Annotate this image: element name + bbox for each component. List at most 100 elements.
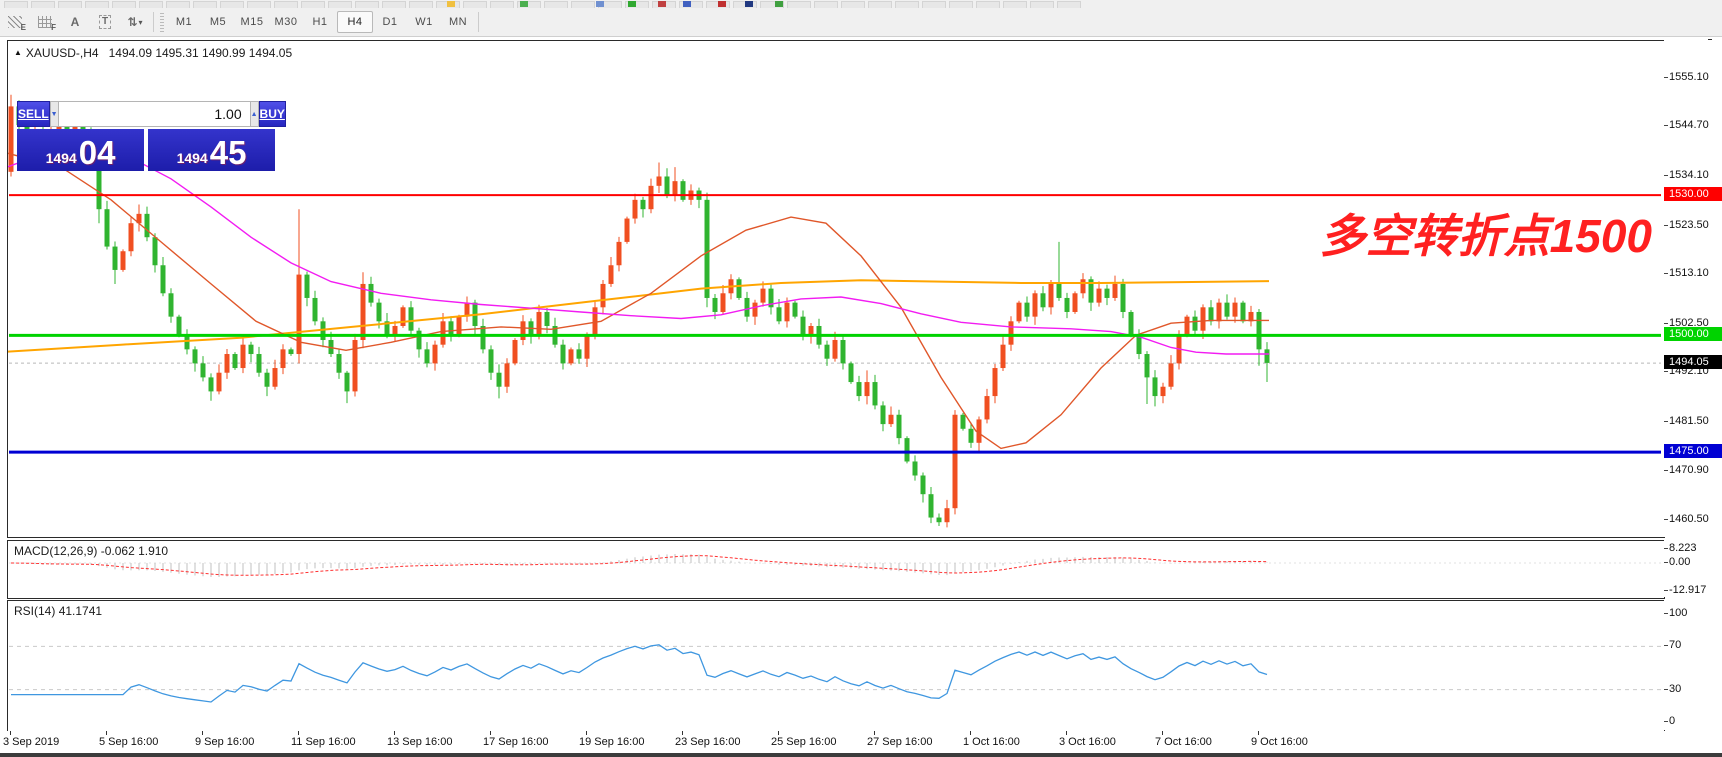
grid-icon (38, 16, 52, 28)
timeframe-button-w1[interactable]: W1 (415, 16, 433, 28)
date-label: 3 Oct 16:00 (1059, 736, 1116, 748)
rsi-layer (9, 644, 1661, 703)
timeframe-button-h4[interactable]: H4 (337, 11, 373, 33)
clipped-toolbar-icon (596, 1, 604, 7)
text-box-button[interactable]: T (92, 11, 118, 33)
rsi-axis-tick: 0 (1663, 715, 1676, 727)
chart-ohlc-values: 1494.09 1495.31 1490.99 1494.05 (108, 46, 293, 60)
price-tick: 1481.50 (1664, 414, 1709, 427)
toolbar: E F A T ⇅ ▾ M1 M5 M15 M30 H1 H4 D1 W1 MN (0, 8, 1722, 37)
date-tick (1258, 731, 1259, 735)
clipped-toolbar-icon (409, 1, 433, 8)
timeframe-button-h1[interactable]: H1 (312, 16, 328, 28)
rsi-label: RSI(14) 41.1741 (14, 604, 102, 618)
date-tick (970, 731, 971, 735)
buy-button[interactable]: BUY (258, 101, 286, 127)
pattern-icon (8, 16, 22, 28)
clipped-toolbar-icon (301, 1, 325, 8)
candles-group (8, 94, 1270, 528)
timeframe-button-m1[interactable]: M1 (175, 16, 193, 28)
volume-increase-button[interactable]: ▲ (249, 101, 259, 127)
macd-pane: MACD(12,26,9) -0.062 1.910 (7, 540, 1665, 599)
pattern-tool-button[interactable]: E (2, 11, 28, 33)
clipped-toolbar-icon (193, 1, 217, 8)
grid-tool-button[interactable]: F (32, 11, 58, 33)
timeframe-button-m15[interactable]: M15 (240, 16, 264, 28)
macd-axis-tick: 8.223 (1664, 542, 1697, 554)
clipped-toolbar-icon (31, 1, 55, 8)
sell-price-display[interactable]: 1494 04 (17, 129, 144, 171)
macd-axis: 8.223 0.00 -12.917 (1663, 540, 1722, 597)
date-tick (1066, 731, 1067, 735)
date-tick (394, 731, 395, 735)
hline-price-badge: 1530.00 (1664, 187, 1722, 202)
clipped-toolbar-icon (868, 1, 892, 8)
price-tick: 1544.70 (1664, 119, 1709, 132)
price-tick: 1470.90 (1664, 464, 1709, 477)
price-tick: 1534.10 (1664, 169, 1709, 182)
timeframe-button-m5[interactable]: M5 (209, 16, 227, 28)
chart-header: ▲ XAUUSD-,H4 1494.09 1495.31 1490.99 1494.… (14, 46, 292, 60)
text-label-button[interactable]: A (62, 11, 88, 33)
macd-name: MACD(12,26,9) (14, 544, 98, 558)
rsi-name: RSI(14) (14, 604, 56, 618)
date-label: 17 Sep 16:00 (483, 736, 549, 748)
sell-button[interactable]: SELL (17, 101, 50, 127)
arrows-icon: ⇅ (127, 15, 138, 29)
price-tick: 1523.50 (1664, 218, 1709, 231)
clipped-toolbar-icon (718, 1, 726, 7)
date-label: 7 Oct 16:00 (1155, 736, 1212, 748)
timeframe-button-mn[interactable]: MN (448, 16, 468, 28)
chart-annotation-text: 多空转折点1500 (1319, 210, 1652, 262)
sell-price-pips: 04 (78, 134, 116, 171)
clipped-toolbar-icon (517, 1, 541, 8)
clipped-toolbar-icon (679, 1, 703, 8)
clipped-toolbar-icon (949, 1, 973, 8)
clipped-toolbar-icon (58, 1, 82, 8)
symbol-triangle-icon: ▲ (14, 48, 22, 57)
timeframe-bar: M1 M5 M15 M30 H1 H4 D1 W1 MN (167, 11, 475, 33)
date-label: 13 Sep 16:00 (387, 736, 453, 748)
clipped-toolbar-icon (628, 1, 636, 7)
volume-decrease-button[interactable]: ▼ (49, 101, 59, 127)
toolbar-separator-2 (478, 12, 479, 32)
main-chart-pane: ▲ XAUUSD-,H4 1494.09 1495.31 1490.99 1494.… (7, 40, 1665, 538)
macd-signal-line (10, 555, 1268, 576)
hline-price-badge: 1500.00 (1664, 327, 1722, 342)
price-axis[interactable]: 1555.10 1544.70 1534.10 1523.50 1513.10 1502.… (1664, 40, 1722, 537)
clipped-toolbar-icon (922, 1, 946, 8)
clipped-toolbar-icon (976, 1, 1000, 8)
rsi-value: 41.1741 (58, 604, 103, 618)
date-tick (586, 731, 587, 735)
rsi-axis-tick: 70 (1663, 639, 1682, 652)
arrows-button[interactable]: ⇅ ▾ (122, 11, 148, 33)
date-tick (202, 731, 203, 735)
volume-input[interactable] (58, 101, 250, 127)
clipped-toolbar-icon (247, 1, 271, 8)
toolbar-drag-handle[interactable] (160, 12, 164, 32)
date-axis[interactable]: 3 Sep 2019 5 Sep 16:00 9 Sep 16:00 11 Sep 1… (0, 731, 1722, 753)
clipped-toolbar-icon (683, 1, 691, 7)
date-tick (1162, 731, 1163, 735)
sell-price-main: 1494 (45, 150, 77, 166)
horizontal-scrollbar[interactable] (0, 753, 1722, 757)
clipped-toolbar-icon (463, 1, 487, 8)
timeframe-button-d1[interactable]: D1 (382, 16, 398, 28)
text-label-icon: A (70, 15, 80, 29)
clipped-toolbar-icon (658, 1, 666, 7)
clipped-toolbar-icon (895, 1, 919, 8)
clipped-toolbar-icon (760, 1, 784, 8)
ma-mid-red (8, 152, 1269, 450)
date-tick (298, 731, 299, 735)
clipped-toolbar-icon (775, 1, 783, 7)
clipped-toolbar-icon (841, 1, 865, 8)
rsi-pane: RSI(14) 41.1741 (7, 600, 1665, 732)
candlestick-chart-layer (8, 94, 1661, 528)
buy-price-display[interactable]: 1494 45 (148, 129, 275, 171)
ma-slow-magenta (8, 146, 1269, 355)
text-box-icon: T (98, 15, 112, 29)
timeframe-button-m30[interactable]: M30 (274, 16, 298, 28)
date-tick (682, 731, 683, 735)
date-tick (778, 731, 779, 735)
date-label: 3 Sep 2019 (3, 736, 60, 748)
